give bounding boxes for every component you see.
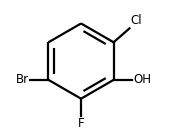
Text: OH: OH xyxy=(133,73,151,86)
Text: F: F xyxy=(78,117,84,130)
Text: Br: Br xyxy=(15,73,29,86)
Text: Cl: Cl xyxy=(130,14,142,27)
